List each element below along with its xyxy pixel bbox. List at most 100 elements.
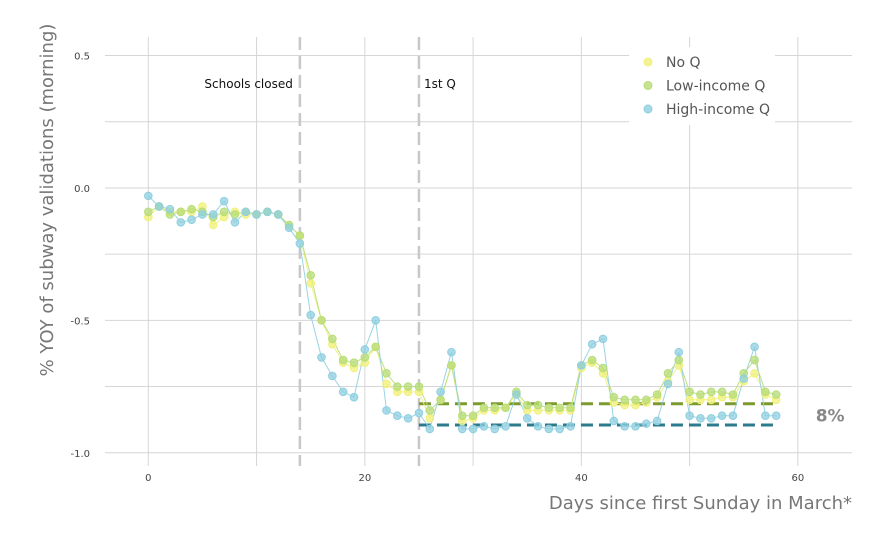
- data-point: [566, 421, 575, 431]
- data-point: [457, 411, 467, 420]
- legend-box: [629, 47, 775, 125]
- y-axis-title: % YOY of subway validations (morning): [37, 24, 58, 377]
- data-point: [187, 215, 196, 225]
- x-tick-label: 0: [145, 473, 151, 484]
- data-point: [544, 403, 554, 413]
- data-point: [360, 345, 370, 354]
- x-axis-title: Days since first Sunday in March*: [549, 493, 852, 514]
- data-point: [522, 414, 532, 423]
- data-point: [696, 390, 705, 399]
- data-point: [447, 347, 456, 357]
- data-point: [761, 411, 770, 420]
- legend-entry: Low-income Q: [666, 79, 765, 95]
- data-point: [652, 390, 662, 399]
- data-point: [609, 416, 619, 426]
- data-point: [425, 414, 435, 423]
- data-point: [219, 207, 229, 217]
- legend-marker: [643, 81, 653, 90]
- data-point: [717, 387, 727, 397]
- data-point: [403, 414, 413, 423]
- data-point: [284, 223, 294, 232]
- data-point: [338, 355, 348, 365]
- data-point: [317, 316, 326, 325]
- data-point: [555, 403, 564, 413]
- data-point: [652, 416, 662, 426]
- data-point: [739, 374, 749, 383]
- data-point: [328, 334, 337, 344]
- x-tick-label: 60: [792, 473, 805, 484]
- data-point: [349, 358, 359, 368]
- data-point: [587, 339, 597, 349]
- data-point: [219, 196, 229, 206]
- data-point: [176, 218, 186, 227]
- data-point: [728, 411, 738, 420]
- data-point: [144, 207, 153, 217]
- legend-marker: [643, 104, 653, 114]
- data-point: [706, 414, 716, 423]
- event-lines: Schools closed 1st Q: [204, 37, 456, 466]
- legend: No Q Low-income Q High-income Q: [629, 47, 775, 125]
- data-point: [620, 395, 629, 405]
- x-tick-label: 20: [358, 473, 371, 484]
- data-point: [306, 310, 315, 320]
- data-point: [382, 379, 391, 389]
- data-point: [393, 382, 402, 391]
- data-point: [771, 390, 781, 399]
- data-point: [490, 424, 500, 434]
- data-point: [457, 424, 467, 434]
- data-point: [750, 342, 759, 352]
- data-point: [447, 361, 456, 370]
- x-tick-label: 40: [575, 473, 588, 484]
- data-point: [598, 334, 608, 344]
- series: [144, 191, 781, 434]
- data-point: [771, 411, 781, 420]
- data-point: [642, 419, 651, 428]
- data-point: [490, 403, 500, 413]
- y-tick-label: -1.0: [70, 449, 90, 460]
- y-tick-label: -0.5: [70, 316, 90, 327]
- data-point: [577, 361, 586, 370]
- data-point: [306, 278, 315, 288]
- data-point: [544, 424, 554, 434]
- data-point: [273, 210, 283, 219]
- data-point: [533, 421, 543, 431]
- data-point: [414, 408, 424, 418]
- data-point: [728, 390, 738, 399]
- data-point: [674, 355, 684, 365]
- data-point: [198, 210, 207, 219]
- data-point: [479, 403, 489, 413]
- data-point: [349, 392, 359, 402]
- data-point: [620, 421, 629, 431]
- annotations: 8%: [816, 407, 845, 427]
- data-point: [295, 239, 305, 248]
- data-point: [685, 395, 694, 405]
- tick-labels: 0.5 0.0 -0.5 -1.0 0 20 40 60: [70, 52, 804, 484]
- reference-lines: [418, 402, 777, 427]
- data-point: [501, 421, 510, 431]
- data-point: [512, 390, 521, 399]
- data-point: [663, 369, 673, 378]
- data-point: [750, 369, 759, 378]
- data-point: [165, 204, 175, 214]
- data-point: [750, 355, 759, 365]
- data-point: [598, 363, 608, 373]
- data-point: [241, 207, 251, 217]
- event-label: 1st Q: [424, 77, 456, 91]
- data-point: [555, 424, 564, 434]
- series-line: [147, 205, 777, 422]
- data-point: [382, 406, 391, 415]
- data-point: [468, 424, 478, 434]
- data-point: [371, 342, 380, 352]
- data-point: [176, 207, 186, 217]
- data-point: [414, 382, 424, 391]
- data-point: [252, 210, 261, 219]
- data-point: [609, 392, 619, 402]
- data-point: [468, 411, 478, 420]
- data-point: [425, 424, 435, 434]
- data-point: [230, 218, 240, 227]
- y-tick-label: 0.5: [74, 52, 90, 63]
- y-tick-label: 0.0: [74, 184, 90, 195]
- data-point: [328, 371, 337, 381]
- data-point: [371, 316, 380, 325]
